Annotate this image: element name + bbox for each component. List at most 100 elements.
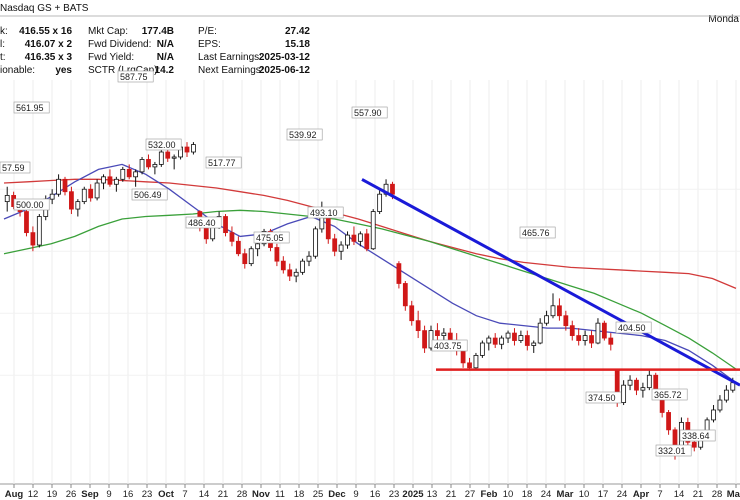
x-tick-label: 7 [182,489,187,500]
header-panel: Nasdaq GS + BATS Monda k: 416.55 x 16 l:… [0,3,739,76]
candle-body [531,342,537,346]
candle-body [550,305,556,317]
x-tick-label: 18 [522,489,533,500]
candle-body [300,260,305,273]
price-annotation: 506.49 [134,190,162,200]
candle-body [730,382,736,391]
annotation-box [615,321,652,334]
annotation-box [13,198,50,211]
candle-body [390,183,395,195]
annotation-box [431,339,468,352]
candle-body [723,389,729,401]
candle-body [88,188,94,199]
annotation-box [253,231,290,244]
candle-body [101,176,106,184]
x-tick-label: 14 [674,489,685,500]
x-tick-label: 16 [123,489,134,500]
x-tick-label: 12 [28,489,39,500]
candle-body [49,193,55,200]
x-tick-label: 27 [465,489,476,500]
candle-body [396,263,402,284]
fundamental-label: Fwd Dividend: [88,39,151,50]
candle-body [402,283,408,307]
fundamental-value: N/A [157,39,174,50]
downtrend-line [361,178,740,387]
candle-body [460,350,466,364]
candle-body [563,315,569,327]
candle-body [313,228,318,257]
x-tick-label: 2025 [402,489,424,500]
x-tick-label: 24 [541,489,552,500]
candle-body [345,234,350,246]
candle-body [287,269,293,277]
candle-body [351,234,357,242]
candle-body [601,322,607,339]
moving-average-line [3,178,737,289]
price-annotation: 500.00 [16,200,44,210]
candle-body [280,260,286,271]
exchange-label: Nasdaq GS + BATS [0,3,89,14]
x-tick-label: 24 [617,489,628,500]
candle-body [447,332,453,341]
candle-body [235,240,241,255]
quote-label: ionable: [0,65,35,76]
candle-body [557,305,562,317]
candles [4,142,736,460]
annotation-box [519,226,556,239]
moving-averages [3,163,737,384]
candle-body [75,201,81,210]
earnings-label: Last Earnings: [198,52,262,63]
earnings-label: Next Earnings: [198,65,264,76]
price-annotation: 561.95 [16,103,44,113]
candle-body [30,232,36,246]
x-tick-label: 10 [579,489,590,500]
candle-body [306,255,312,262]
earnings-value: 27.42 [285,26,310,37]
candle-body [473,355,479,369]
fundamental-value: N/A [157,52,174,63]
candle-body [499,337,505,345]
quote-value: 416.35 x 3 [25,52,73,63]
candle-body [621,384,627,403]
candle-body [126,168,132,178]
candle-body [113,178,119,185]
candle-body [158,151,164,165]
annotation-box [585,391,622,404]
quote-value: 416.07 x 2 [25,39,73,50]
price-annotation: 57.59 [2,163,25,173]
candle-body [242,253,248,265]
candle-body [711,409,716,421]
quote-label: k: [0,26,8,37]
x-tick-label: 21 [693,489,704,500]
candle-body [229,232,235,242]
candle-body [409,305,415,322]
candle-body [94,182,100,199]
candle-body [634,379,639,391]
price-annotation: 532.00 [148,140,176,150]
x-tick-label: 21 [446,489,457,500]
grid [0,80,740,484]
candle-body [646,374,652,389]
earnings-value: 2025-06-12 [259,65,311,76]
x-tick-label: Aug [5,489,24,500]
candle-body [255,243,261,250]
candle-body [589,335,594,344]
price-annotation: 365.72 [654,390,682,400]
price-annotation: 332.01 [658,446,686,456]
fundamental-label: Mkt Cap: [88,26,128,37]
x-tick-label: May [727,489,740,500]
x-tick-label: 13 [427,489,438,500]
candle-body [576,335,582,341]
price-annotation: 404.50 [618,323,646,333]
fundamental-label: Fwd Yield: [88,52,134,63]
x-tick-label: 23 [142,489,153,500]
candle-body [512,332,517,341]
price-annotation: 517.77 [208,158,236,168]
x-tick-label: 11 [275,489,285,500]
candle-body [223,216,228,234]
candle-body [357,233,363,242]
candle-body [184,146,190,153]
candle-body [428,330,434,349]
annotation-box [351,106,388,119]
